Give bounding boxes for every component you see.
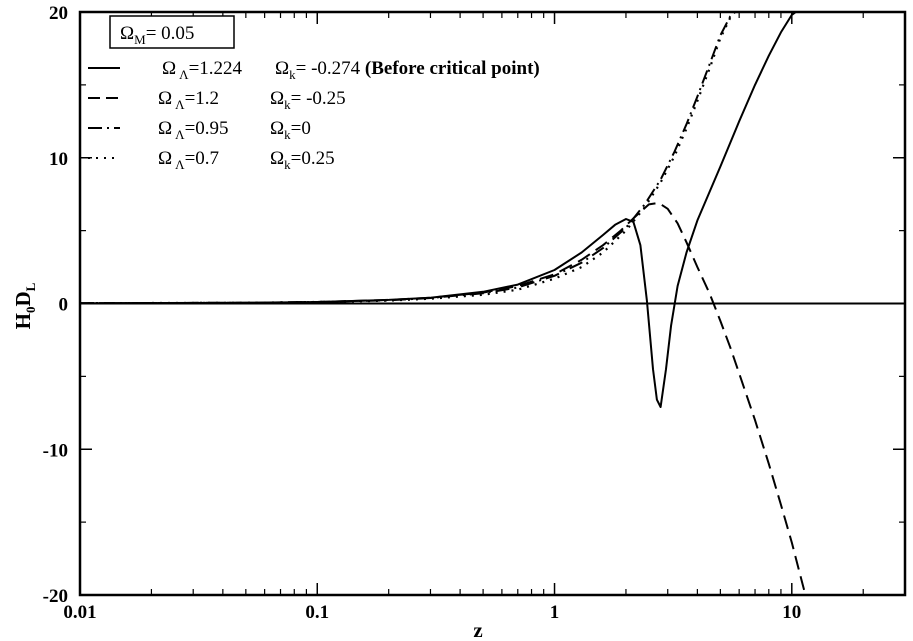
legend-lambda-solid: Ω Λ=1.224 [162, 58, 243, 82]
y-axis-label-main: H [11, 313, 35, 329]
y-axis-label: H0DL [11, 282, 38, 329]
y-tick-label-0: -20 [43, 586, 68, 607]
y-tick-label-4: 20 [49, 3, 68, 24]
annotation-text: ΩM= 0.05 [120, 23, 194, 47]
x-tick-label-1: 0.1 [305, 602, 329, 623]
annotation-sub: M [134, 32, 146, 47]
legend-k-dashdot: Ωk=0 [270, 118, 311, 142]
legend-lambda-dotted: Ω Λ=0.7 [158, 148, 219, 172]
x-tick-label-2: 1 [550, 602, 560, 623]
legend-k-dotted: Ωk=0.25 [270, 148, 335, 172]
y-tick-label-2: 0 [59, 295, 69, 316]
legend-k-solid: Ωk= -0.274 (Before critical point) [275, 58, 540, 82]
annotation-value: = 0.05 [146, 23, 195, 44]
y-axis-label-main2: D [11, 291, 35, 306]
legend-lambda-dashdot: Ω Λ=0.95 [158, 118, 229, 142]
legend-k-dashed: Ωk= -0.25 [270, 88, 346, 112]
y-tick-label-3: 10 [49, 149, 68, 170]
y-tick-label-1: -10 [43, 440, 68, 461]
legend-lambda-dashed: Ω Λ=1.2 [158, 88, 219, 112]
x-tick-label-3: 10 [782, 602, 801, 623]
legend: Ω Λ=1.224 Ωk= -0.274 (Before critical poin… [88, 58, 540, 172]
series-dashed-line [80, 203, 806, 598]
y-axis-label-sub2: L [23, 282, 38, 291]
annotation-symbol: Ω [120, 23, 134, 44]
x-tick-label-0: 0.01 [63, 602, 96, 623]
x-axis-label: z [473, 618, 482, 641]
